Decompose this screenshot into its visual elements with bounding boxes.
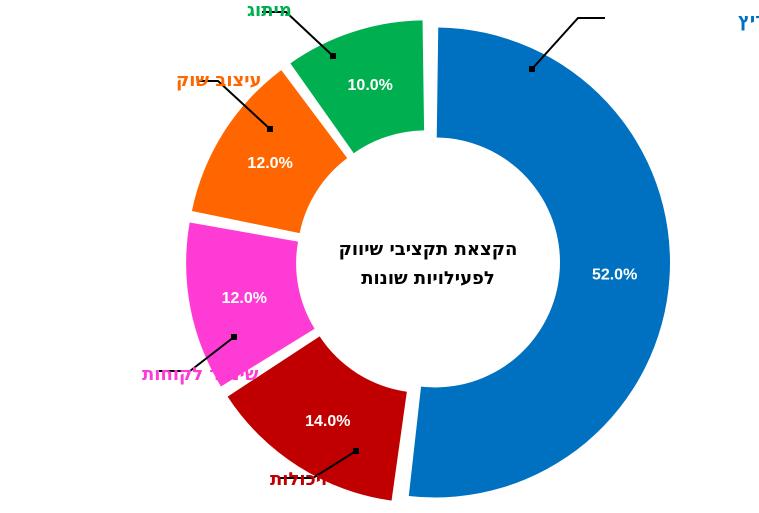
leader-marker bbox=[231, 334, 237, 340]
label-stimulating-marketing: שיווק ממריץ bbox=[738, 10, 759, 31]
value-label: 14.0% bbox=[305, 413, 350, 430]
label-customer-retention: שימור לקוחות bbox=[142, 364, 259, 385]
leader-line bbox=[197, 80, 271, 130]
value-labels: 52.0% 14.0% 12.0% 12.0% 10.0% bbox=[222, 77, 638, 430]
leader-lines bbox=[159, 11, 605, 479]
center-title-line-1: הקצאת תקציבי שיווק bbox=[339, 239, 518, 260]
value-label: 10.0% bbox=[348, 77, 393, 94]
slice-branding bbox=[290, 20, 425, 154]
leader-line bbox=[159, 336, 235, 372]
category-labels: שיווק ממריץ תשתית ויכולות שימור לקוחות עיצו… bbox=[142, 0, 759, 490]
value-label: 12.0% bbox=[222, 290, 267, 307]
label-branding: מיתוג bbox=[247, 0, 292, 21]
leader-line bbox=[531, 17, 605, 70]
leader-marker bbox=[529, 66, 535, 72]
slice-stimulating-marketing bbox=[408, 27, 670, 498]
slice-market-shaping bbox=[191, 70, 348, 234]
value-label: 12.0% bbox=[247, 155, 292, 172]
leader-marker bbox=[353, 448, 359, 454]
slice-infrastructure bbox=[227, 336, 407, 501]
leader-marker bbox=[267, 126, 273, 132]
doughnut-slices bbox=[186, 20, 670, 501]
leader-marker bbox=[330, 53, 336, 59]
leader-line bbox=[262, 11, 334, 57]
label-infrastructure: תשתית ויכולות bbox=[270, 469, 389, 490]
label-market-shaping: עיצוב שוק bbox=[176, 70, 262, 91]
slice-customer-retention bbox=[186, 222, 315, 387]
leader-line bbox=[279, 450, 357, 479]
value-label: 52.0% bbox=[592, 267, 637, 284]
center-title-line-2: לפעילויות שונות bbox=[361, 268, 495, 289]
